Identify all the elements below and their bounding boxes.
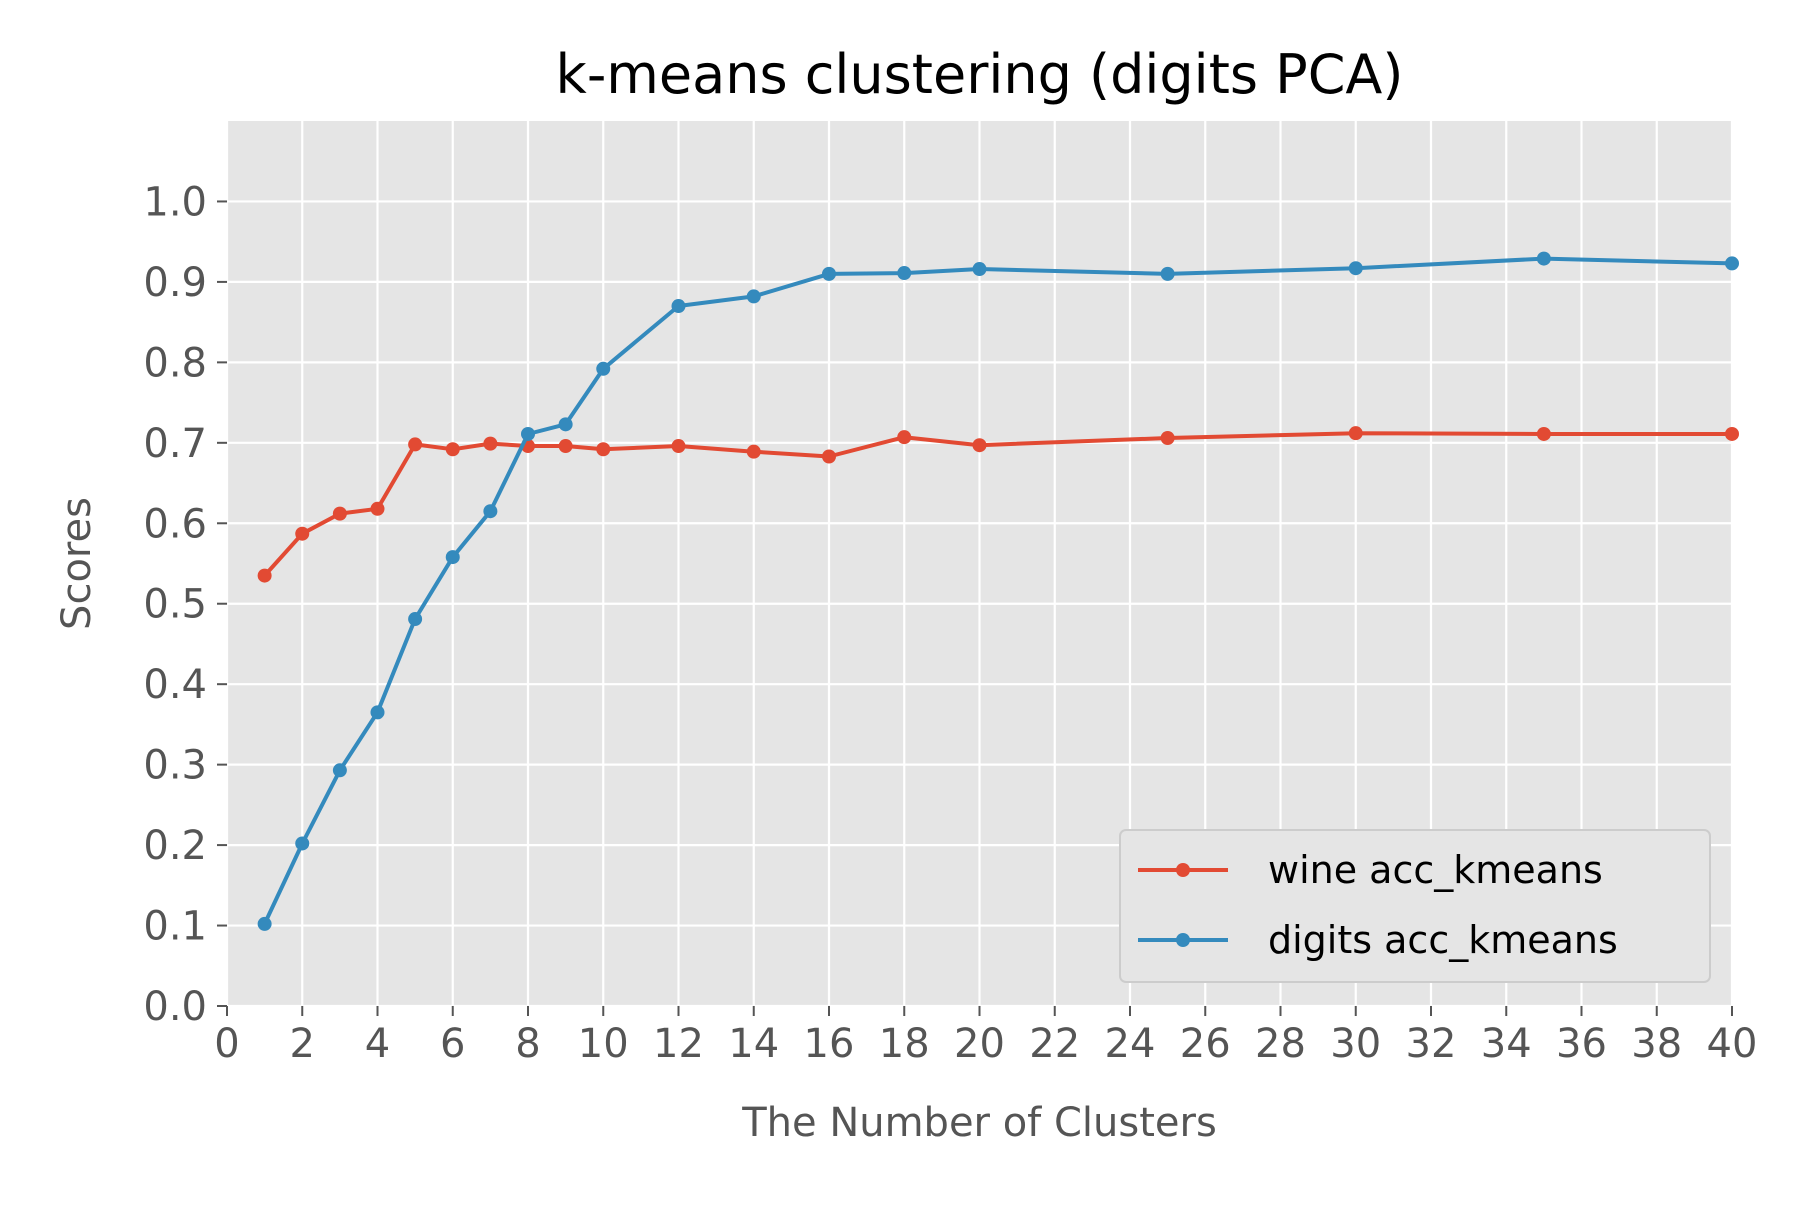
x-tick-label: 10 — [578, 1021, 629, 1067]
x-tick-label: 32 — [1406, 1021, 1457, 1067]
data-point-digits — [671, 299, 686, 314]
data-point-wine — [370, 501, 385, 516]
legend-label-wine: wine acc_kmeans — [1268, 848, 1603, 892]
data-point-wine — [972, 438, 987, 453]
data-point-wine — [257, 568, 272, 583]
series-layer — [257, 251, 1739, 931]
data-point-digits — [521, 426, 535, 441]
x-tick-label: 0 — [214, 1021, 239, 1067]
y-tick-label: 0.1 — [143, 904, 207, 950]
x-tick-label: 24 — [1105, 1021, 1156, 1067]
x-tick-label: 16 — [804, 1021, 855, 1067]
x-tick-label: 28 — [1255, 1021, 1306, 1067]
chart-title: k-means clustering (digits PCA) — [556, 43, 1404, 106]
y-tick-label: 0.5 — [143, 582, 207, 628]
data-point-digits — [332, 763, 347, 778]
legend-label-digits: digits acc_kmeans — [1268, 918, 1618, 962]
x-tick-label: 12 — [653, 1021, 704, 1067]
data-point-digits — [746, 289, 761, 304]
x-tick-label: 4 — [365, 1021, 390, 1067]
data-point-digits — [1348, 261, 1363, 276]
data-point-digits — [558, 417, 573, 432]
x-tick-label: 36 — [1556, 1021, 1607, 1067]
y-axis-label: Scores — [54, 497, 100, 630]
axes: 0 2 4 6 8 10 12 14 16 18 20 22 24 26 28 30 32 34 36 38 400.0… — [143, 179, 1757, 1067]
x-tick-label: 20 — [954, 1021, 1005, 1067]
data-point-digits — [972, 262, 987, 277]
y-tick-label: 0.4 — [143, 662, 207, 708]
y-tick-label: 0.9 — [143, 260, 207, 306]
data-point-digits — [1725, 256, 1739, 271]
data-point-digits — [596, 361, 611, 376]
data-point-wine — [408, 437, 423, 452]
data-point-wine — [295, 526, 310, 541]
data-point-digits — [1160, 266, 1175, 281]
data-point-wine — [897, 430, 912, 445]
x-tick-label: 30 — [1330, 1021, 1381, 1067]
data-point-digits — [822, 266, 836, 281]
x-tick-label: 26 — [1180, 1021, 1231, 1067]
x-tick-label: 38 — [1631, 1021, 1682, 1067]
data-point-digits — [295, 836, 310, 851]
data-point-wine — [1725, 426, 1739, 441]
y-tick-label: 0.2 — [143, 823, 207, 869]
data-point-digits — [445, 550, 460, 565]
data-point-digits — [483, 504, 498, 519]
data-point-wine — [671, 439, 686, 454]
x-axis-label: The Number of Clusters — [741, 1100, 1217, 1146]
data-point-wine — [332, 506, 347, 521]
data-point-digits — [897, 266, 912, 281]
legend-box — [1119, 829, 1711, 983]
data-point-digits — [1536, 251, 1551, 266]
x-tick-label: 22 — [1029, 1021, 1080, 1067]
y-tick-label: 0.7 — [143, 421, 207, 467]
data-point-wine — [483, 436, 498, 451]
data-point-wine — [746, 444, 761, 459]
data-point-digits — [370, 705, 385, 720]
y-tick-label: 0.6 — [143, 501, 207, 547]
data-point-wine — [822, 449, 836, 464]
data-point-wine — [1160, 430, 1175, 445]
x-tick-label: 8 — [515, 1021, 540, 1067]
data-point-wine — [1536, 426, 1551, 441]
data-point-wine — [558, 439, 573, 454]
x-tick-label: 2 — [290, 1021, 315, 1067]
y-tick-label: 0.8 — [143, 340, 207, 386]
x-tick-label: 40 — [1707, 1021, 1758, 1067]
data-point-wine — [445, 442, 460, 457]
data-point-digits — [408, 612, 423, 627]
legend-marker-digits — [1176, 933, 1190, 947]
data-point-wine — [596, 442, 611, 457]
legend-marker-wine — [1176, 863, 1190, 877]
data-point-wine — [1348, 426, 1363, 441]
x-tick-label: 18 — [879, 1021, 930, 1067]
y-tick-label: 0.3 — [143, 743, 207, 789]
x-tick-label: 34 — [1481, 1021, 1532, 1067]
y-tick-label: 1.0 — [143, 179, 207, 225]
data-point-digits — [257, 916, 272, 931]
x-tick-label: 6 — [440, 1021, 465, 1067]
y-tick-label: 0.0 — [143, 984, 207, 1030]
x-tick-label: 14 — [728, 1021, 779, 1067]
